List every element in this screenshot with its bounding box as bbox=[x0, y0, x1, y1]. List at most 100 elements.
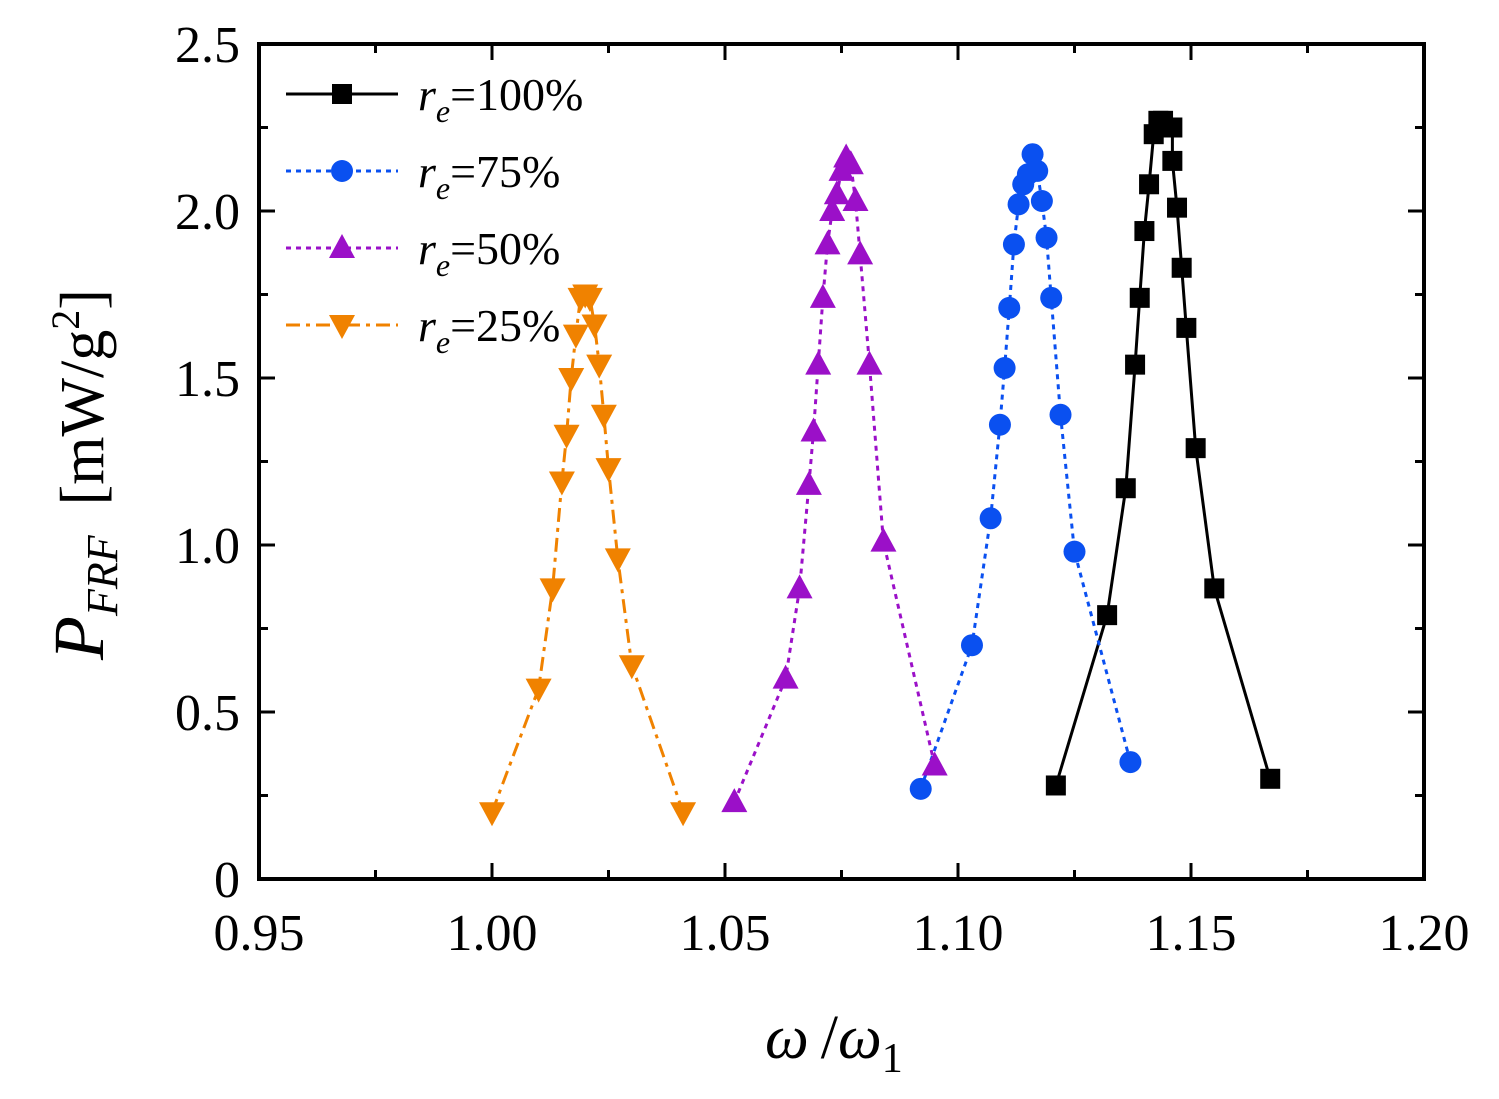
legend-marker bbox=[332, 84, 352, 104]
x-axis-title-sym: ω bbox=[838, 1004, 882, 1072]
data-point bbox=[809, 283, 836, 308]
data-point bbox=[595, 458, 622, 483]
data-point bbox=[576, 287, 603, 312]
data-point bbox=[604, 548, 631, 573]
data-point bbox=[562, 324, 589, 349]
data-point bbox=[1162, 117, 1183, 138]
axis-tick-labels: 0.95 1.00 1.05 1.10 1.15 1.20 0 0.5 1.0 1.5 2.0 2.5 bbox=[175, 17, 1470, 962]
legend-marker bbox=[331, 160, 353, 182]
data-point bbox=[1049, 403, 1072, 426]
x-axis-title-slash: / bbox=[821, 1004, 839, 1072]
legend-label: re=50% bbox=[418, 223, 560, 283]
data-point bbox=[1021, 143, 1044, 166]
data-point bbox=[1030, 189, 1053, 212]
data-point bbox=[1063, 540, 1086, 563]
series-line bbox=[490, 292, 685, 813]
data-point bbox=[1040, 286, 1063, 309]
y-axis-title-unit-close: ] bbox=[49, 289, 117, 310]
legend-marker bbox=[329, 315, 355, 339]
data-point bbox=[847, 240, 874, 265]
legend-label-rest: =100% bbox=[450, 69, 583, 120]
data-point bbox=[1167, 197, 1188, 218]
y-tick-label: 0.5 bbox=[175, 685, 240, 742]
legend: re=100%re=75%re=50%re=25% bbox=[286, 69, 583, 360]
legend-item: re=50% bbox=[286, 223, 560, 283]
data-point bbox=[786, 574, 813, 599]
x-tick-label: 1.10 bbox=[913, 905, 1004, 962]
data-point bbox=[1007, 193, 1030, 216]
series-line bbox=[919, 153, 1132, 790]
data-point bbox=[590, 404, 617, 429]
data-point bbox=[842, 186, 869, 211]
legend-label: re=100% bbox=[418, 69, 583, 129]
data-point bbox=[1045, 775, 1066, 796]
y-tick-label: 0 bbox=[214, 852, 240, 909]
series-1 bbox=[909, 143, 1142, 800]
data-point bbox=[548, 471, 575, 496]
legend-label-rest: =50% bbox=[450, 223, 560, 274]
data-point bbox=[998, 296, 1021, 319]
x-tick-label: 1.05 bbox=[680, 905, 771, 962]
data-point bbox=[988, 413, 1011, 436]
legend-label: re=25% bbox=[418, 300, 560, 360]
series-3 bbox=[479, 284, 697, 827]
legend-item: re=100% bbox=[286, 69, 583, 129]
data-point bbox=[1097, 605, 1118, 626]
series-0 bbox=[1045, 110, 1281, 796]
x-axis-title: ω/ω1 bbox=[765, 1004, 903, 1082]
data-point bbox=[1035, 226, 1058, 249]
data-point bbox=[670, 802, 697, 827]
x-tick-label: 1.20 bbox=[1379, 905, 1470, 962]
y-axis-title: PFRF [mW/g2] bbox=[39, 289, 127, 661]
data-point bbox=[921, 751, 948, 776]
data-point bbox=[993, 356, 1016, 379]
data-point bbox=[856, 350, 883, 375]
data-point bbox=[1115, 478, 1136, 499]
data-point bbox=[979, 507, 1002, 530]
data-point bbox=[823, 180, 850, 205]
legend-item: re=25% bbox=[286, 300, 560, 360]
legend-label-sub: e bbox=[436, 247, 450, 283]
legend-label-var: r bbox=[418, 69, 437, 120]
data-point bbox=[618, 655, 645, 680]
legend-item: re=75% bbox=[286, 146, 560, 206]
x-axis-title-text: ω/ω1 bbox=[765, 1004, 903, 1082]
legend-label-var: r bbox=[418, 146, 437, 197]
y-tick-label: 2.5 bbox=[175, 17, 240, 74]
plot-frame bbox=[257, 42, 1426, 881]
data-point bbox=[586, 354, 613, 379]
x-axis-title-sub: 1 bbox=[882, 1036, 903, 1082]
data-point bbox=[909, 777, 932, 800]
legend-marker bbox=[329, 234, 355, 258]
legend-label-var: r bbox=[418, 223, 437, 274]
data-point bbox=[1119, 751, 1142, 774]
data-point bbox=[581, 314, 608, 339]
plot-series bbox=[479, 110, 1281, 827]
series-2 bbox=[721, 143, 948, 813]
x-axis-title-main: ω bbox=[765, 1004, 809, 1072]
data-point bbox=[525, 678, 552, 703]
y-axis-title-main: P bbox=[39, 616, 119, 661]
x-tick-label: 0.95 bbox=[214, 905, 305, 962]
legend-label-sub: e bbox=[436, 324, 450, 360]
y-tick-label: 1.0 bbox=[175, 518, 240, 575]
data-point bbox=[1125, 354, 1146, 375]
series-line bbox=[1054, 119, 1272, 786]
data-point bbox=[795, 470, 822, 495]
data-point bbox=[819, 197, 846, 221]
data-point bbox=[805, 350, 832, 375]
data-point bbox=[1002, 233, 1025, 256]
data-point bbox=[837, 150, 864, 175]
y-axis-title-unit: [mW/g bbox=[49, 330, 117, 506]
legend-label-sub: e bbox=[436, 93, 450, 129]
y-tick-label: 1.5 bbox=[175, 351, 240, 408]
data-point bbox=[960, 634, 983, 657]
y-tick-label: 2.0 bbox=[175, 184, 240, 241]
data-point bbox=[558, 368, 585, 392]
data-point bbox=[1162, 150, 1183, 171]
data-point bbox=[1134, 221, 1155, 242]
data-point bbox=[1026, 159, 1049, 182]
legend-label-rest: =75% bbox=[450, 146, 560, 197]
legend-label-sub: e bbox=[436, 170, 450, 206]
